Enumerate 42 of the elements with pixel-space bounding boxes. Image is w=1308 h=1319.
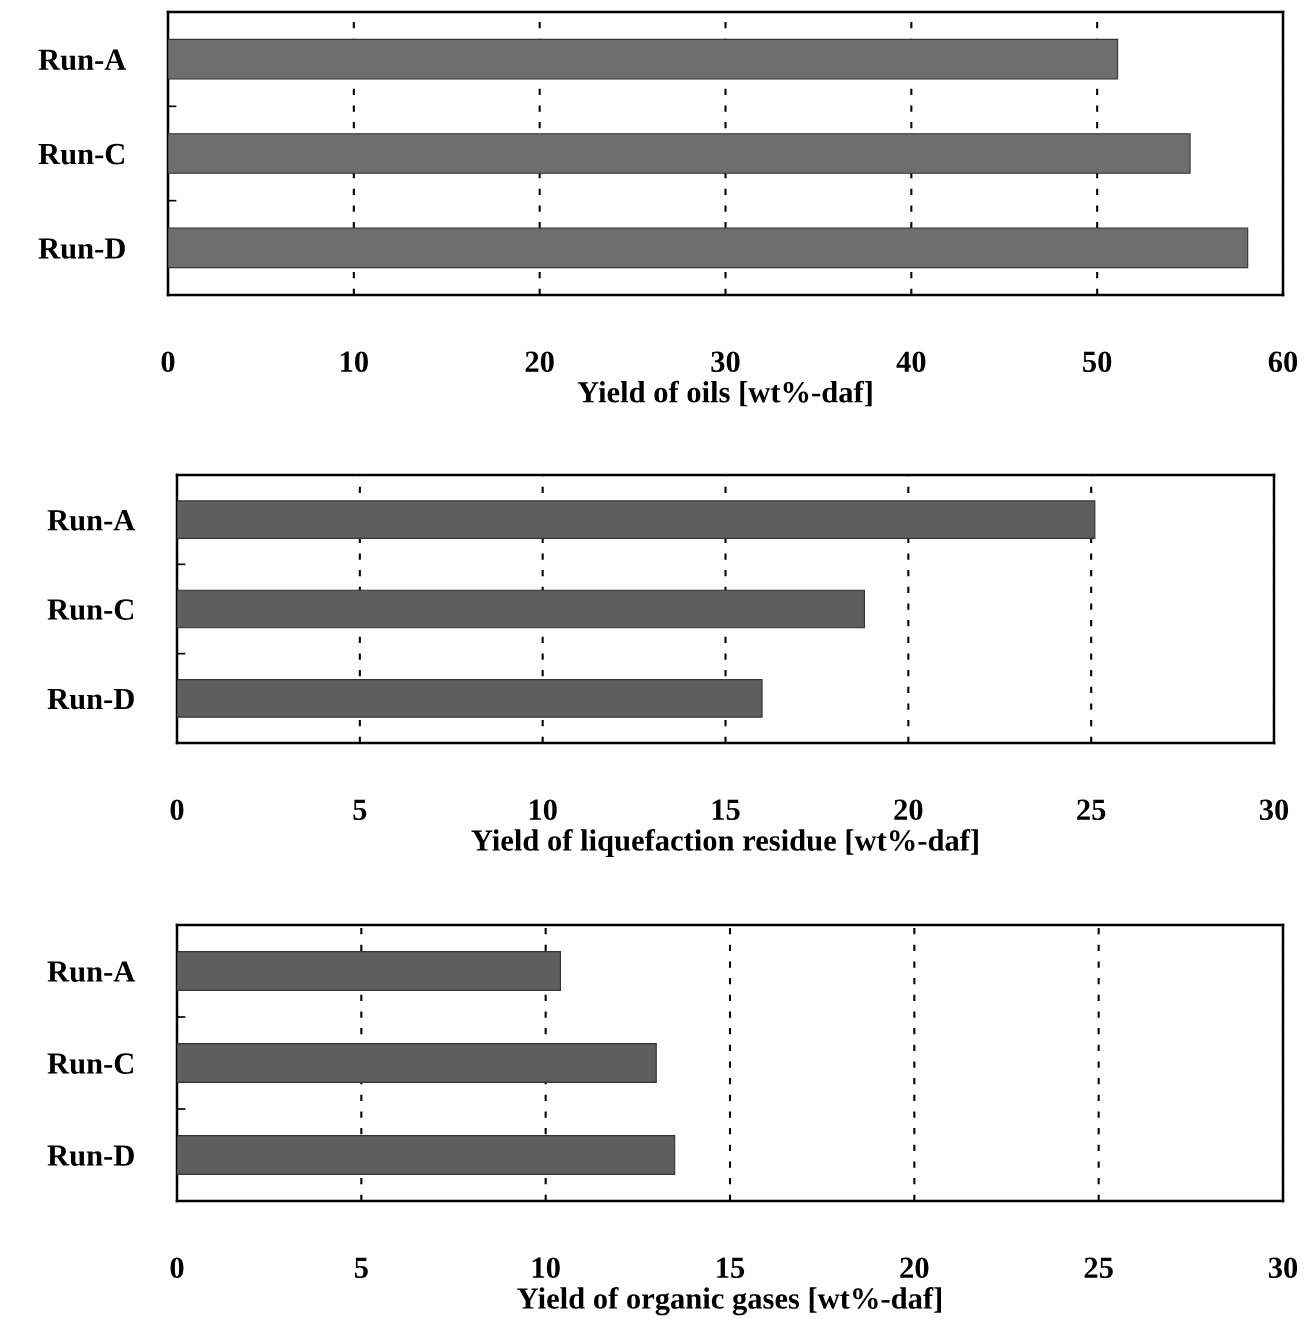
y-tick-label: Run-D	[38, 238, 125, 259]
bar	[177, 679, 763, 718]
bar	[177, 1135, 676, 1175]
x-tick-label: 25	[1077, 799, 1106, 821]
x-tick-label: 5	[354, 1257, 368, 1279]
x-tick-label: 15	[712, 799, 740, 821]
x-axis-title: Yield of organic gases [wt%-daf]	[517, 1287, 942, 1316]
x-tick-label: 60	[1268, 351, 1298, 373]
y-tick-label: Run-A	[47, 510, 136, 531]
x-tick-label: 20	[525, 351, 554, 373]
y-tick-label: Run-C	[38, 143, 125, 165]
x-tick-label: 0	[161, 351, 175, 373]
y-tick-label: Run-D	[47, 688, 134, 710]
x-tick-label: 25	[1084, 1257, 1113, 1279]
bar	[168, 38, 1119, 80]
bar	[177, 951, 561, 991]
x-tick-label: 30	[711, 351, 740, 373]
x-tick-label: 10	[532, 1257, 560, 1279]
bar	[177, 589, 866, 629]
x-tick-label: 5	[353, 799, 367, 821]
y-tick-label: Run-A	[38, 49, 127, 71]
x-tick-label: 10	[529, 799, 557, 821]
y-tick-label: Run-A	[47, 961, 136, 982]
bar	[177, 1043, 657, 1083]
y-tick-label: Run-C	[47, 599, 134, 620]
x-axis-title: Yield of liquefaction residue [wt%-daf]	[471, 829, 978, 858]
x-tick-label: 15	[717, 1257, 745, 1279]
y-tick-label: Run-C	[47, 1053, 134, 1074]
x-tick-label: 20	[900, 1257, 929, 1279]
bar	[168, 133, 1191, 174]
x-tick-label: 50	[1083, 351, 1112, 373]
x-tick-label: 0	[170, 799, 184, 821]
x-axis-title: Yield of oils [wt%-daf]	[577, 380, 872, 407]
x-tick-label: 0	[170, 1257, 184, 1279]
x-tick-label: 40	[896, 351, 926, 373]
bar	[168, 227, 1249, 269]
x-tick-label: 30	[1268, 1257, 1298, 1279]
x-tick-label: 10	[341, 351, 368, 373]
bar	[177, 500, 1096, 539]
x-tick-label: 30	[1259, 799, 1289, 821]
y-tick-label: Run-D	[47, 1145, 134, 1166]
x-tick-label: 20	[894, 799, 923, 821]
